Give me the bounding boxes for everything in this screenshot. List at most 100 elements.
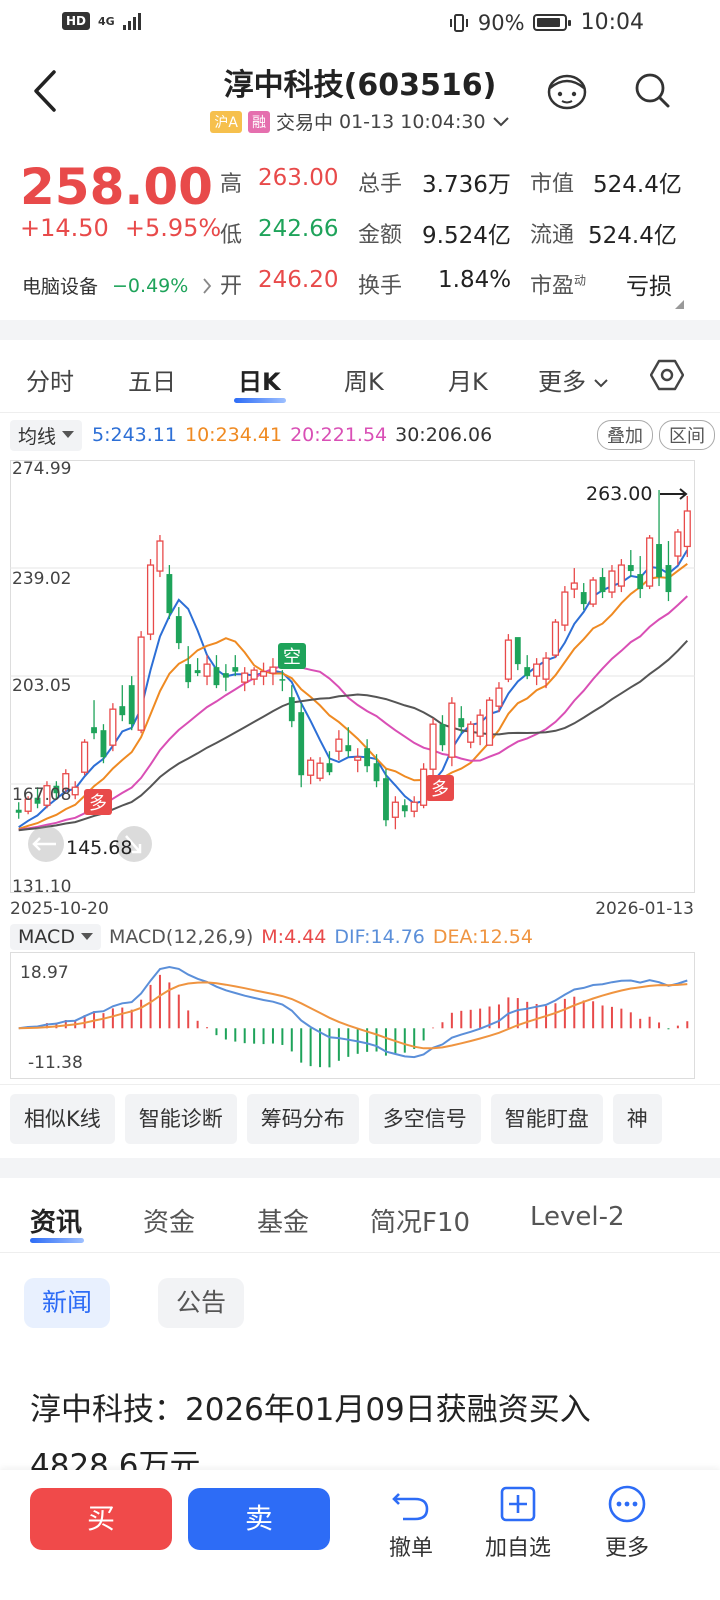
tool-bull-bear-signal[interactable]: 多空信号: [368, 1094, 481, 1144]
high-value: 263.00: [258, 165, 339, 191]
macd-selector[interactable]: MACD: [10, 924, 101, 950]
tool-smart-watch[interactable]: 智能盯盘: [490, 1094, 603, 1144]
pe-label: 市盈动: [530, 268, 586, 300]
chart-divider: [0, 1084, 720, 1085]
tab-f10[interactable]: 简况F10: [370, 1208, 471, 1238]
add-square-icon: [500, 1486, 536, 1522]
ma30-line: [18, 640, 689, 832]
candle: [617, 559, 625, 593]
settings-hexagon-icon[interactable]: [650, 358, 684, 392]
candle: [43, 781, 51, 809]
macd-dea: DEA:12.54: [432, 926, 533, 948]
candle: [364, 739, 371, 773]
candle: [495, 682, 503, 713]
back-button[interactable]: [28, 66, 64, 116]
tool-more-truncated[interactable]: 神: [612, 1094, 662, 1144]
candle: [213, 655, 220, 689]
chevron-down-icon: [492, 116, 509, 126]
candle: [439, 715, 446, 752]
caret-down-icon: [62, 431, 75, 438]
buy-signal-badge-1[interactable]: 多: [84, 789, 112, 815]
sell-button[interactable]: 卖: [188, 1488, 330, 1550]
ma-selector[interactable]: 均线: [10, 419, 83, 451]
tab-daily-k[interactable]: 日K: [238, 368, 281, 396]
candle: [345, 727, 352, 758]
tool-similar-k[interactable]: 相似K线: [10, 1094, 115, 1144]
tab-more-label: 更多: [538, 368, 586, 396]
tab-intraday[interactable]: 分时: [26, 368, 74, 396]
turnover-value: 1.84%: [438, 267, 512, 293]
candle: [250, 667, 258, 686]
tool-chip-distribution[interactable]: 筹码分布: [246, 1094, 359, 1144]
tab-level2[interactable]: Level-2: [530, 1202, 625, 1232]
candle: [15, 802, 22, 819]
tab-capital[interactable]: 资金: [143, 1208, 196, 1238]
subtab-news[interactable]: 新闻: [24, 1278, 111, 1328]
candle: [119, 685, 126, 722]
more-label: 更多: [604, 1536, 649, 1561]
min-price-marker: 145.68: [28, 826, 152, 862]
pe-label-text: 市盈: [530, 274, 575, 299]
ma10-value: 10:234.41: [185, 424, 283, 446]
section-divider-2: [0, 1158, 720, 1178]
tabs-divider: [0, 412, 720, 413]
candle: [656, 489, 662, 587]
low-value: 242.66: [258, 216, 339, 242]
expand-corner-icon[interactable]: [675, 300, 684, 309]
tab-more[interactable]: 更多: [538, 362, 608, 397]
candle: [166, 565, 173, 620]
tab-news-info[interactable]: 资讯: [30, 1208, 83, 1238]
candle: [194, 658, 201, 677]
ma20-value: 20:221.54: [290, 424, 388, 446]
range-button[interactable]: 区间: [659, 420, 715, 450]
more-dots-icon: [608, 1485, 646, 1523]
candle: [100, 724, 107, 764]
tab-weekly-k[interactable]: 周K: [344, 368, 384, 396]
vibrate-icon: [449, 13, 468, 32]
tab-monthly-k[interactable]: 月K: [448, 368, 488, 396]
candle: [128, 676, 135, 731]
macd-y-bottom: -11.38: [28, 1053, 83, 1073]
candle: [175, 607, 182, 650]
candle: [383, 769, 389, 827]
undo-icon: [392, 1493, 429, 1521]
more-button[interactable]: 更多: [582, 1484, 672, 1562]
add-watchlist-button[interactable]: 加自选: [473, 1484, 563, 1562]
candle: [627, 550, 634, 578]
open-label: 开: [220, 274, 243, 299]
max-price-label: 263.00: [586, 483, 652, 505]
tab-fund[interactable]: 基金: [257, 1208, 310, 1238]
min-price-label: 145.68: [66, 837, 132, 859]
active-tab-underline: [234, 398, 286, 403]
quote-timestamp: 01-13 10:04:30: [339, 110, 486, 133]
overlay-button[interactable]: 叠加: [597, 420, 653, 450]
buy-button[interactable]: 买: [30, 1488, 172, 1550]
trading-status-line[interactable]: 沪A 融 交易中 01-13 10:04:30: [140, 108, 580, 135]
macd-chart[interactable]: 18.97 -11.38: [10, 952, 696, 1082]
candle: [109, 703, 117, 752]
industry-link[interactable]: 电脑设备 −0.49%: [22, 272, 212, 299]
buy-signal-badge-2[interactable]: 多: [426, 775, 454, 801]
candle: [269, 658, 277, 686]
candle: [589, 577, 597, 608]
tab-five-day[interactable]: 五日: [128, 368, 176, 396]
kline-chart[interactable]: 274.99 239.02 203.05 167.08 131.10 2025-…: [10, 456, 696, 916]
tool-smart-diagnosis[interactable]: 智能诊断: [124, 1094, 237, 1144]
subtab-announcement[interactable]: 公告: [158, 1278, 245, 1328]
signal-icon: [122, 12, 141, 30]
macd-y-top: 18.97: [20, 963, 69, 983]
y-tick-1: 274.99: [12, 459, 71, 479]
candle: [401, 799, 408, 818]
margin-tag: 融: [247, 110, 270, 133]
search-button[interactable]: [632, 70, 672, 110]
sell-signal-badge[interactable]: 空: [278, 643, 306, 669]
buy-signal-text-1: 多: [89, 793, 107, 814]
cancel-order-button[interactable]: 撤单: [366, 1484, 456, 1562]
caret-down-icon: [80, 933, 93, 940]
y-tick-3: 203.05: [12, 676, 71, 696]
assistant-avatar-button[interactable]: [544, 68, 590, 114]
industry-name: 电脑设备: [22, 276, 99, 298]
candle: [410, 796, 418, 818]
ma-selector-label: 均线: [18, 425, 57, 448]
trading-status: 交易中: [275, 112, 333, 134]
